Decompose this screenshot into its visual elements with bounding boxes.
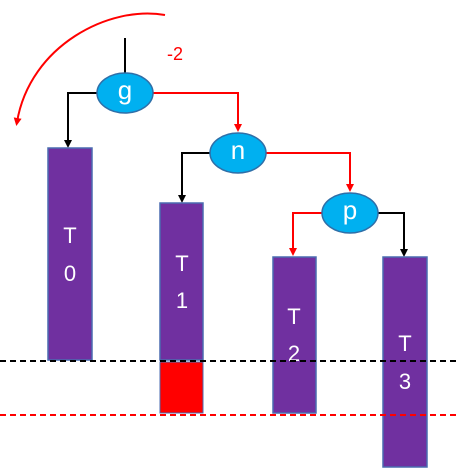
edge <box>289 212 322 256</box>
subtree-letter: T <box>398 331 411 356</box>
subtree-index: 2 <box>288 341 300 366</box>
subtree <box>159 202 204 361</box>
balance-factor: -2 <box>167 44 183 64</box>
rotation-arrow <box>13 12 166 126</box>
node <box>96 72 154 114</box>
node-label: g <box>118 75 132 105</box>
inserted-height <box>159 361 204 414</box>
subtree <box>272 256 317 414</box>
edge <box>64 92 97 148</box>
node-label: n <box>231 135 245 165</box>
edge <box>378 212 408 257</box>
edge <box>178 152 210 203</box>
subtree-letter: T <box>175 251 188 276</box>
subtree <box>47 147 93 361</box>
subtree-letter: T <box>63 223 76 248</box>
subtree-index: 1 <box>176 288 188 313</box>
subtree-index: 0 <box>64 261 76 286</box>
node <box>321 192 379 234</box>
subtree-letter: T <box>287 304 300 329</box>
edge <box>153 92 242 132</box>
subtree-index: 3 <box>399 369 411 394</box>
node-label: p <box>343 195 357 225</box>
node <box>209 132 267 174</box>
edge <box>266 152 354 192</box>
